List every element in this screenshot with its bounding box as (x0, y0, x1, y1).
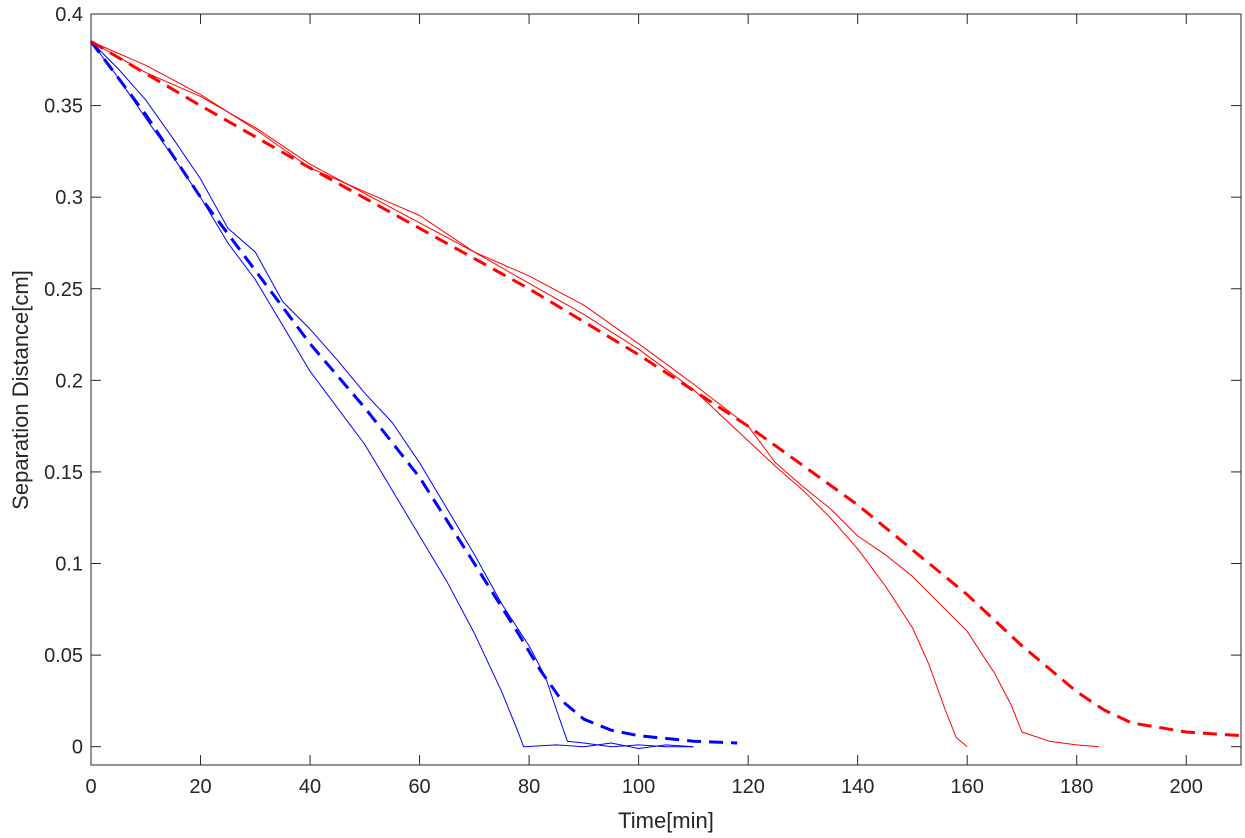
series-line-6 (90, 40, 1242, 738)
y-tick-label: 0.15 (44, 462, 83, 484)
x-tick-label: 200 (1170, 776, 1203, 798)
x-tick-label: 0 (85, 776, 96, 798)
x-axis-label: Time[min] (618, 808, 714, 833)
y-tick-label: 0.4 (55, 4, 83, 26)
x-tick-label: 100 (622, 776, 655, 798)
series-layer (89, 40, 1242, 749)
y-tick-label: 0 (72, 737, 83, 759)
series-line-4 (90, 41, 1099, 748)
series-line-2 (90, 41, 694, 748)
plot-frame (90, 13, 1242, 766)
series-line-5 (89, 40, 738, 745)
y-tick-label: 0.1 (55, 554, 83, 576)
y-tick-label: 0.35 (44, 96, 83, 118)
plot-area-background (91, 14, 1241, 765)
y-tick-label: 0.25 (44, 279, 83, 301)
x-tick-label: 80 (518, 776, 540, 798)
y-axis-label: Separation Distance[cm] (8, 270, 33, 510)
y-tick-label: 0.3 (55, 187, 83, 209)
x-tick-label: 20 (189, 776, 211, 798)
y-tick-label: 0.05 (44, 645, 83, 667)
x-tick-label: 40 (299, 776, 321, 798)
y-tick-label: 0.2 (55, 370, 83, 392)
y-ticks: 0 0.05 0.1 0.15 0.2 0.25 0.3 0.35 0.4 (44, 4, 1241, 759)
x-ticks: 0 20 40 60 80 100 120 140 160 180 200 (85, 14, 1203, 798)
x-tick-label: 140 (841, 776, 874, 798)
x-tick-label: 120 (731, 776, 764, 798)
x-tick-label: 180 (1060, 776, 1093, 798)
x-tick-label: 60 (408, 776, 430, 798)
x-tick-label: 160 (951, 776, 984, 798)
